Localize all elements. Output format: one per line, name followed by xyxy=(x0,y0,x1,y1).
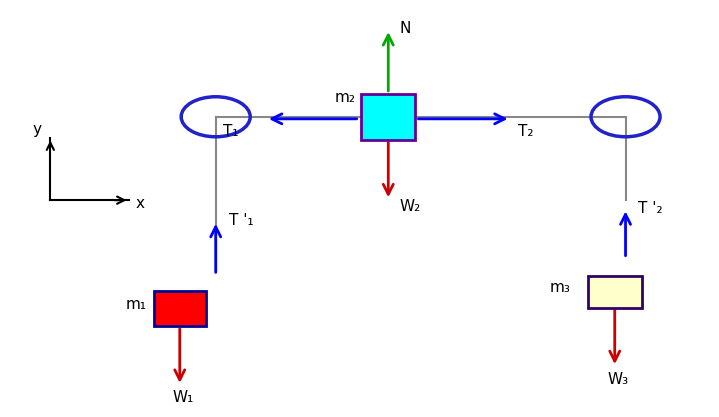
Text: T '₁: T '₁ xyxy=(229,213,253,228)
Text: m₂: m₂ xyxy=(334,90,355,105)
Text: T₂: T₂ xyxy=(518,123,533,138)
Text: W₃: W₃ xyxy=(608,372,628,387)
Bar xyxy=(154,291,206,326)
Text: x: x xyxy=(135,196,145,211)
Text: W₁: W₁ xyxy=(173,390,194,405)
Bar xyxy=(588,276,641,308)
Text: W₂: W₂ xyxy=(399,198,421,214)
Text: m₃: m₃ xyxy=(550,280,571,295)
Text: m₁: m₁ xyxy=(126,296,147,311)
Text: N: N xyxy=(399,21,411,36)
Text: y: y xyxy=(32,122,42,137)
Text: T '₂: T '₂ xyxy=(638,201,663,216)
Text: T₁: T₁ xyxy=(223,123,239,138)
Bar xyxy=(361,94,415,140)
